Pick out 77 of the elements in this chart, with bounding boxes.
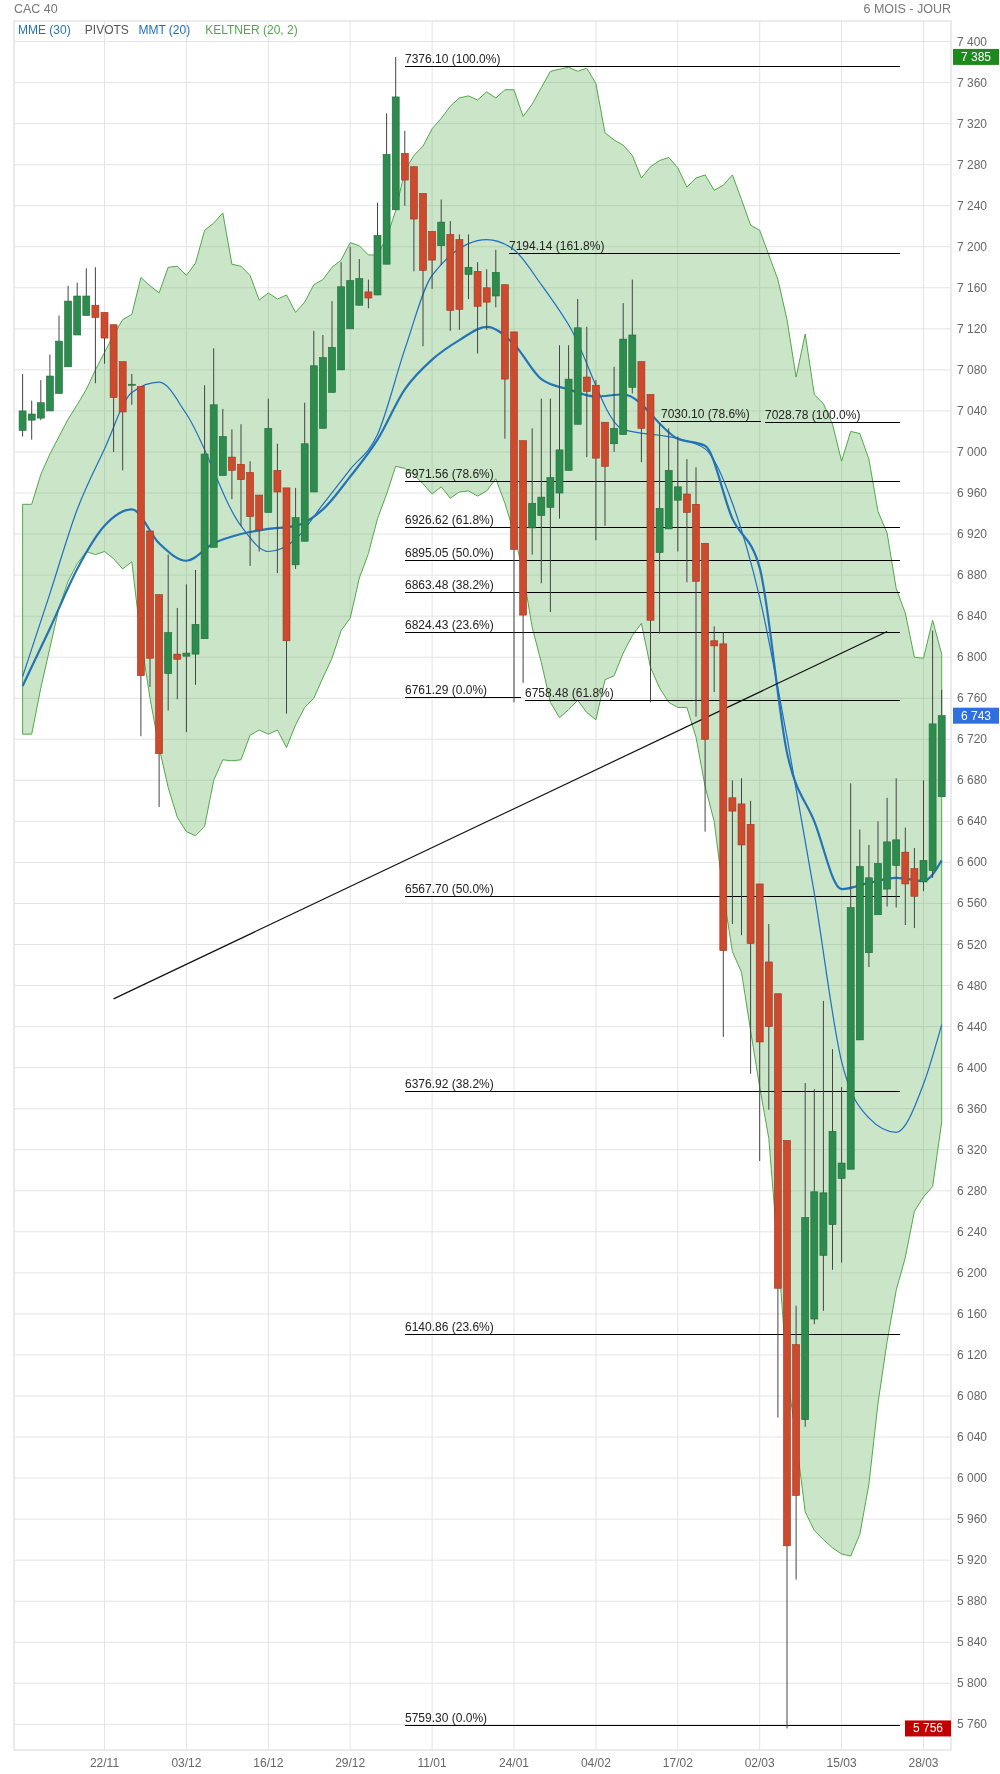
x-tick-label: 22/11 — [89, 1756, 120, 1770]
y-tick-label: 6 040 — [957, 1430, 988, 1445]
ref-line-label: 6758.48 (61.8%) — [525, 685, 614, 700]
y-tick-label: 7 040 — [957, 403, 988, 418]
y-tick-label: 6 800 — [957, 650, 988, 665]
y-tick-label: 7 080 — [957, 362, 988, 377]
y-tick-label: 6 760 — [957, 691, 988, 706]
y-tick-label: 7 400 — [957, 34, 988, 49]
y-tick-label: 7 000 — [957, 444, 988, 459]
y-tick-label: 6 680 — [957, 773, 988, 788]
x-tick-label: 15/03 — [826, 1756, 857, 1770]
y-tick-label: 6 280 — [957, 1183, 988, 1198]
x-tick-label: 03/12 — [171, 1756, 202, 1770]
text: MME (30) — [18, 23, 71, 37]
y-tick-label: 6 200 — [957, 1265, 988, 1280]
ref-line-label: 6761.29 (0.0%) — [405, 682, 488, 697]
ref-line-label: 7376.10 (100.0%) — [405, 52, 501, 67]
x-tick-label: 04/02 — [580, 1756, 612, 1770]
y-tick-label: 6 440 — [957, 1019, 988, 1034]
text: 7 385 — [960, 49, 992, 64]
y-tick-label: 6 920 — [957, 527, 988, 542]
y-tick-label: 7 240 — [957, 198, 988, 213]
ref-line-label: 7194.14 (161.8%) — [509, 238, 605, 253]
y-tick-label: 6 960 — [957, 486, 988, 501]
y-tick-label: 6 720 — [957, 732, 988, 747]
y-tick-label: 6 600 — [957, 855, 988, 870]
y-tick-label: 6 080 — [957, 1388, 988, 1403]
ref-line-label: 6895.05 (50.0%) — [405, 545, 494, 560]
x-tick-label: 11/01 — [417, 1756, 447, 1770]
legend-label: PIVOTS — [84, 23, 129, 37]
text: MMT (20) — [138, 23, 191, 37]
y-tick-label: 6 360 — [957, 1101, 988, 1116]
y-tick-label: 7 120 — [957, 321, 988, 336]
ref-line-label: 6140.86 (23.6%) — [405, 1319, 494, 1334]
y-tick-label: 5 920 — [957, 1553, 988, 1568]
text: 6 743 — [960, 708, 992, 723]
x-tick-label: 16/12 — [253, 1756, 284, 1770]
y-tick-label: 6 240 — [957, 1224, 988, 1239]
y-tick-label: 7 200 — [957, 239, 988, 254]
y-tick-label: 6 400 — [957, 1060, 988, 1075]
ref-line-label: 6376.92 (38.2%) — [405, 1077, 494, 1092]
y-tick-label: 7 160 — [957, 280, 988, 295]
ref-line-label: 7028.78 (100.0%) — [765, 408, 861, 423]
y-tick-label: 6 840 — [957, 609, 988, 624]
ref-line-label: 7030.10 (78.6%) — [661, 407, 750, 422]
y-tick-label: 5 800 — [957, 1676, 988, 1691]
annotation: 5 756 — [912, 1721, 944, 1736]
y-tick-label: 5 840 — [957, 1635, 988, 1650]
y-tick-label: 6 640 — [957, 814, 988, 829]
y-tick-label: 5 960 — [957, 1512, 988, 1527]
y-tick-label: 7 320 — [957, 116, 988, 131]
x-tick-label: 29/12 — [335, 1756, 366, 1770]
y-tick-label: 6 000 — [957, 1471, 988, 1486]
chart-subtitle: 6 MOIS - JOUR — [863, 2, 951, 16]
ref-line-label: 6971.56 (78.6%) — [405, 467, 494, 482]
ref-line-label: 6824.43 (23.6%) — [405, 618, 494, 633]
y-tick-label: 6 320 — [957, 1142, 988, 1157]
y-tick-label: 6 520 — [957, 937, 988, 952]
y-tick-label: 7 360 — [957, 75, 988, 90]
y-tick-label: 7 280 — [957, 157, 988, 172]
ref-line-label: 6863.48 (38.2%) — [405, 578, 494, 593]
ref-line-label: 6567.70 (50.0%) — [405, 881, 494, 896]
legend-label: KELTNER (20, 2) — [205, 23, 298, 37]
y-tick-label: 5 880 — [957, 1594, 988, 1609]
y-tick-label: 6 560 — [957, 896, 988, 911]
y-tick-label: 6 120 — [957, 1347, 988, 1362]
chart-title: CAC 40 — [14, 2, 58, 16]
y-tick-label: 5 760 — [957, 1717, 988, 1732]
ref-line-label: 6926.62 (61.8%) — [405, 513, 494, 528]
x-tick-label: 24/01 — [498, 1756, 530, 1770]
x-tick-label: 02/03 — [744, 1756, 776, 1770]
y-tick-label: 6 880 — [957, 568, 988, 583]
ref-line-label: 5759.30 (0.0%) — [405, 1711, 488, 1726]
x-tick-label: 17/02 — [662, 1756, 694, 1770]
y-tick-label: 6 160 — [957, 1306, 988, 1321]
x-tick-label: 28/03 — [908, 1756, 939, 1770]
y-tick-label: 6 480 — [957, 978, 988, 993]
